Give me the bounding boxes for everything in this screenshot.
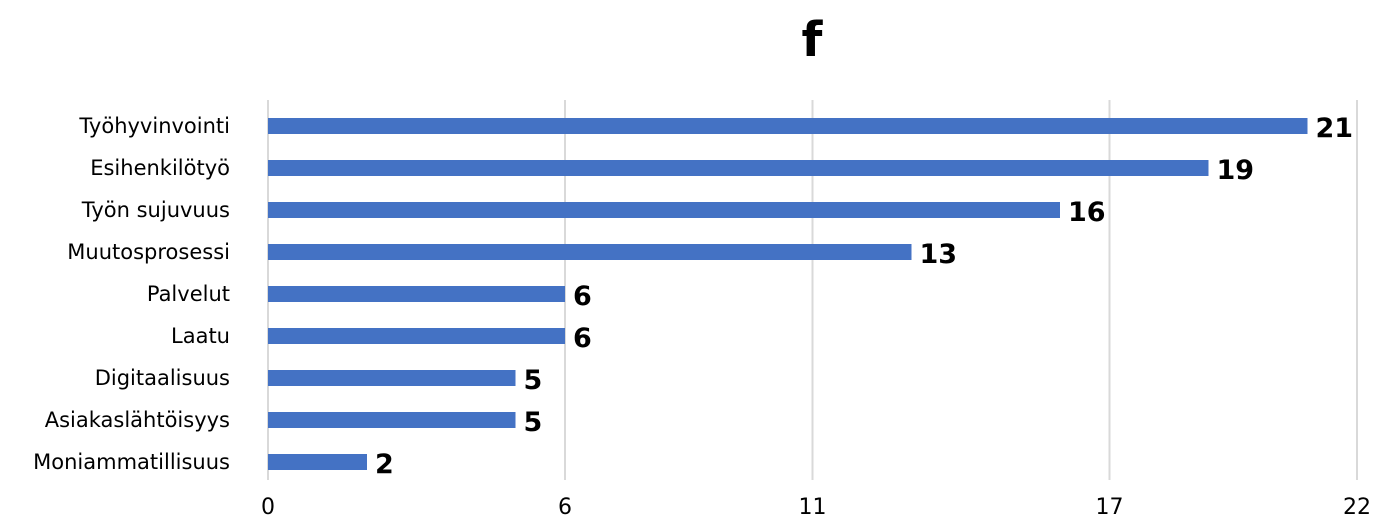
data-label: 2 [375,449,394,480]
data-label: 19 [1217,155,1255,186]
data-label: 5 [524,365,543,396]
data-label: 6 [573,323,592,354]
bars [268,118,1308,470]
category-label: Asiakaslähtöisyys [45,408,230,432]
category-label: Digitaalisuus [95,366,230,390]
bar [268,286,565,302]
data-label: 13 [920,239,958,270]
bar [268,160,1209,176]
data-label: 16 [1068,197,1106,228]
x-axis-ticks: 0 6 11 17 22 [261,495,1371,519]
category-label: Laatu [171,324,230,348]
category-label: Esihenkilötyö [90,156,230,180]
category-label: Muutosprosessi [67,240,230,264]
x-tick-label: 11 [799,495,827,519]
bar [268,370,516,386]
x-tick-label: 22 [1343,495,1371,519]
data-label: 6 [573,281,592,312]
category-label: Palvelut [147,282,230,306]
category-label: Moniammatillisuus [33,450,230,474]
x-tick-label: 6 [558,495,572,519]
bar [268,454,367,470]
bar [268,244,912,260]
chart-title: f [802,12,824,68]
bar [268,328,565,344]
data-label: 5 [524,407,543,438]
category-labels: Työhyvinvointi Esihenkilötyö Työn sujuvuus… [33,114,230,474]
bar [268,202,1060,218]
x-tick-label: 17 [1096,495,1124,519]
data-label: 21 [1316,113,1354,144]
category-label: Työn sujuvuus [81,198,230,222]
x-tick-label: 0 [261,495,275,519]
category-label: Työhyvinvointi [78,114,230,138]
bar [268,118,1308,134]
bar [268,412,516,428]
